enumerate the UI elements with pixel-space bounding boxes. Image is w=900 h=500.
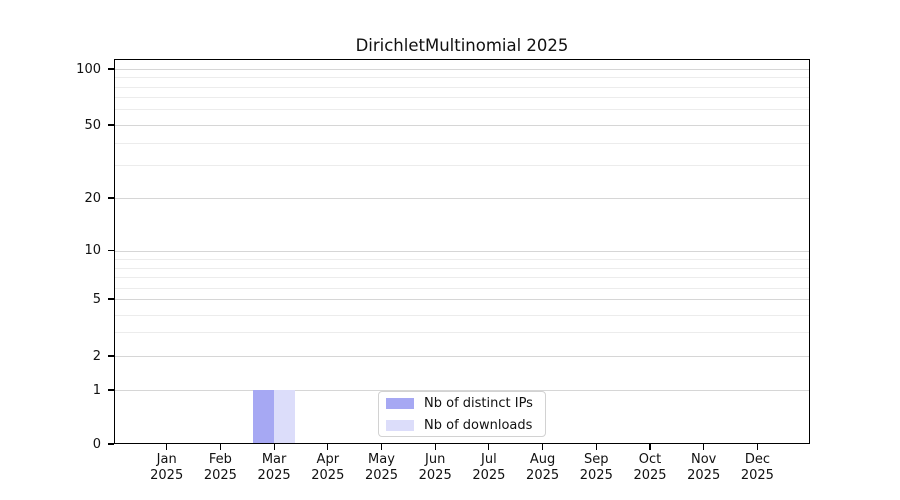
x-tick-label: Sep 2025 (568, 452, 624, 483)
x-tick-mark (219, 444, 221, 450)
y-gridline-minor (114, 87, 810, 88)
y-gridline-minor (114, 315, 810, 316)
x-tick-label: Jan 2025 (139, 452, 195, 483)
y-gridline-minor (114, 97, 810, 98)
y-gridline-minor (114, 165, 810, 166)
x-tick-year: 2025 (472, 467, 506, 483)
x-tick-label: Apr 2025 (300, 452, 356, 483)
y-tick-label: 2 (92, 348, 101, 364)
x-tick-label: Jul 2025 (461, 452, 517, 483)
legend-label-distinct-ips: Nb of distinct IPs (424, 395, 533, 411)
y-tick-mark (108, 389, 114, 391)
y-gridline-major (114, 250, 810, 252)
y-gridline-major (114, 198, 810, 199)
bars-layer (114, 59, 810, 444)
y-gridline-minor (114, 259, 810, 260)
x-tick-mark (488, 444, 490, 450)
x-tick-label: Jun 2025 (407, 452, 463, 483)
gridlines-layer (114, 59, 810, 444)
y-tick-mark (108, 124, 114, 126)
y-gridline-major (114, 125, 810, 126)
x-tick-label: Aug 2025 (515, 452, 571, 483)
x-tick-mark (595, 444, 597, 450)
y-gridline-minor (114, 277, 810, 278)
legend-item-distinct-ips: Nb of distinct IPs (386, 396, 545, 411)
x-tick-mark (703, 444, 705, 450)
x-tick-year: 2025 (579, 467, 613, 483)
legend-item-downloads: Nb of downloads (386, 418, 545, 433)
x-tick-mark (166, 444, 168, 450)
x-tick-year: 2025 (364, 467, 399, 483)
y-gridline-minor (114, 332, 810, 333)
y-gridline-minor (114, 109, 810, 110)
bar-downloads (274, 390, 295, 443)
x-tick-year: 2025 (311, 467, 345, 483)
y-gridline-minor (114, 143, 810, 144)
y-tick-mark (108, 249, 114, 252)
chart-title: DirichletMultinomial 2025 (355, 36, 569, 55)
legend-swatch-downloads-icon (386, 419, 414, 431)
y-gridline-major (114, 69, 810, 70)
x-tick-mark (649, 444, 651, 450)
y-tick-label: 1 (92, 382, 101, 398)
x-tick-year: 2025 (687, 467, 721, 483)
x-tick-label: May 2025 (354, 452, 410, 483)
legend-swatch-distinct-ips-icon (386, 397, 414, 409)
x-tick-mark (756, 444, 758, 450)
x-tick-mark (380, 444, 383, 450)
x-tick-year: 2025 (203, 467, 237, 483)
y-tick-label: 5 (92, 291, 101, 307)
x-tick-year: 2025 (257, 467, 291, 483)
x-tick-label: Dec 2025 (729, 452, 785, 483)
y-gridline-major (114, 356, 810, 357)
y-tick-mark (108, 68, 114, 70)
x-tick-label: Feb 2025 (192, 452, 248, 483)
y-gridline-minor (114, 268, 810, 269)
x-tick-year: 2025 (633, 467, 667, 483)
y-tick-label: 20 (84, 190, 101, 206)
x-tick-mark (273, 444, 275, 450)
y-tick-label: 0 (92, 436, 101, 452)
y-gridline-major (114, 390, 810, 391)
legend-label-downloads: Nb of downloads (424, 417, 533, 433)
x-tick-year: 2025 (526, 467, 560, 483)
x-tick-year: 2025 (740, 467, 774, 483)
y-tick-label: 10 (84, 243, 101, 258)
y-gridline-major (114, 299, 810, 300)
x-tick-year: 2025 (150, 467, 184, 483)
y-tick-mark (108, 443, 114, 445)
x-tick-mark (542, 444, 544, 450)
x-tick-mark (434, 444, 436, 450)
x-tick-label: Oct 2025 (622, 452, 678, 483)
y-gridline-minor (114, 288, 810, 289)
y-tick-label: 100 (76, 61, 101, 77)
y-tick-mark (108, 355, 114, 357)
legend: Nb of distinct IPs Nb of downloads (378, 391, 546, 437)
y-tick-mark (108, 298, 114, 300)
x-tick-mark (327, 444, 329, 450)
x-tick-label: Nov 2025 (676, 452, 732, 483)
x-tick-label: Mar 2025 (246, 452, 302, 483)
bar-distinct-ips (253, 390, 275, 443)
y-tick-label: 50 (84, 117, 101, 133)
y-tick-mark (108, 197, 114, 199)
y-gridline-minor (114, 77, 810, 78)
x-tick-year: 2025 (418, 467, 452, 483)
